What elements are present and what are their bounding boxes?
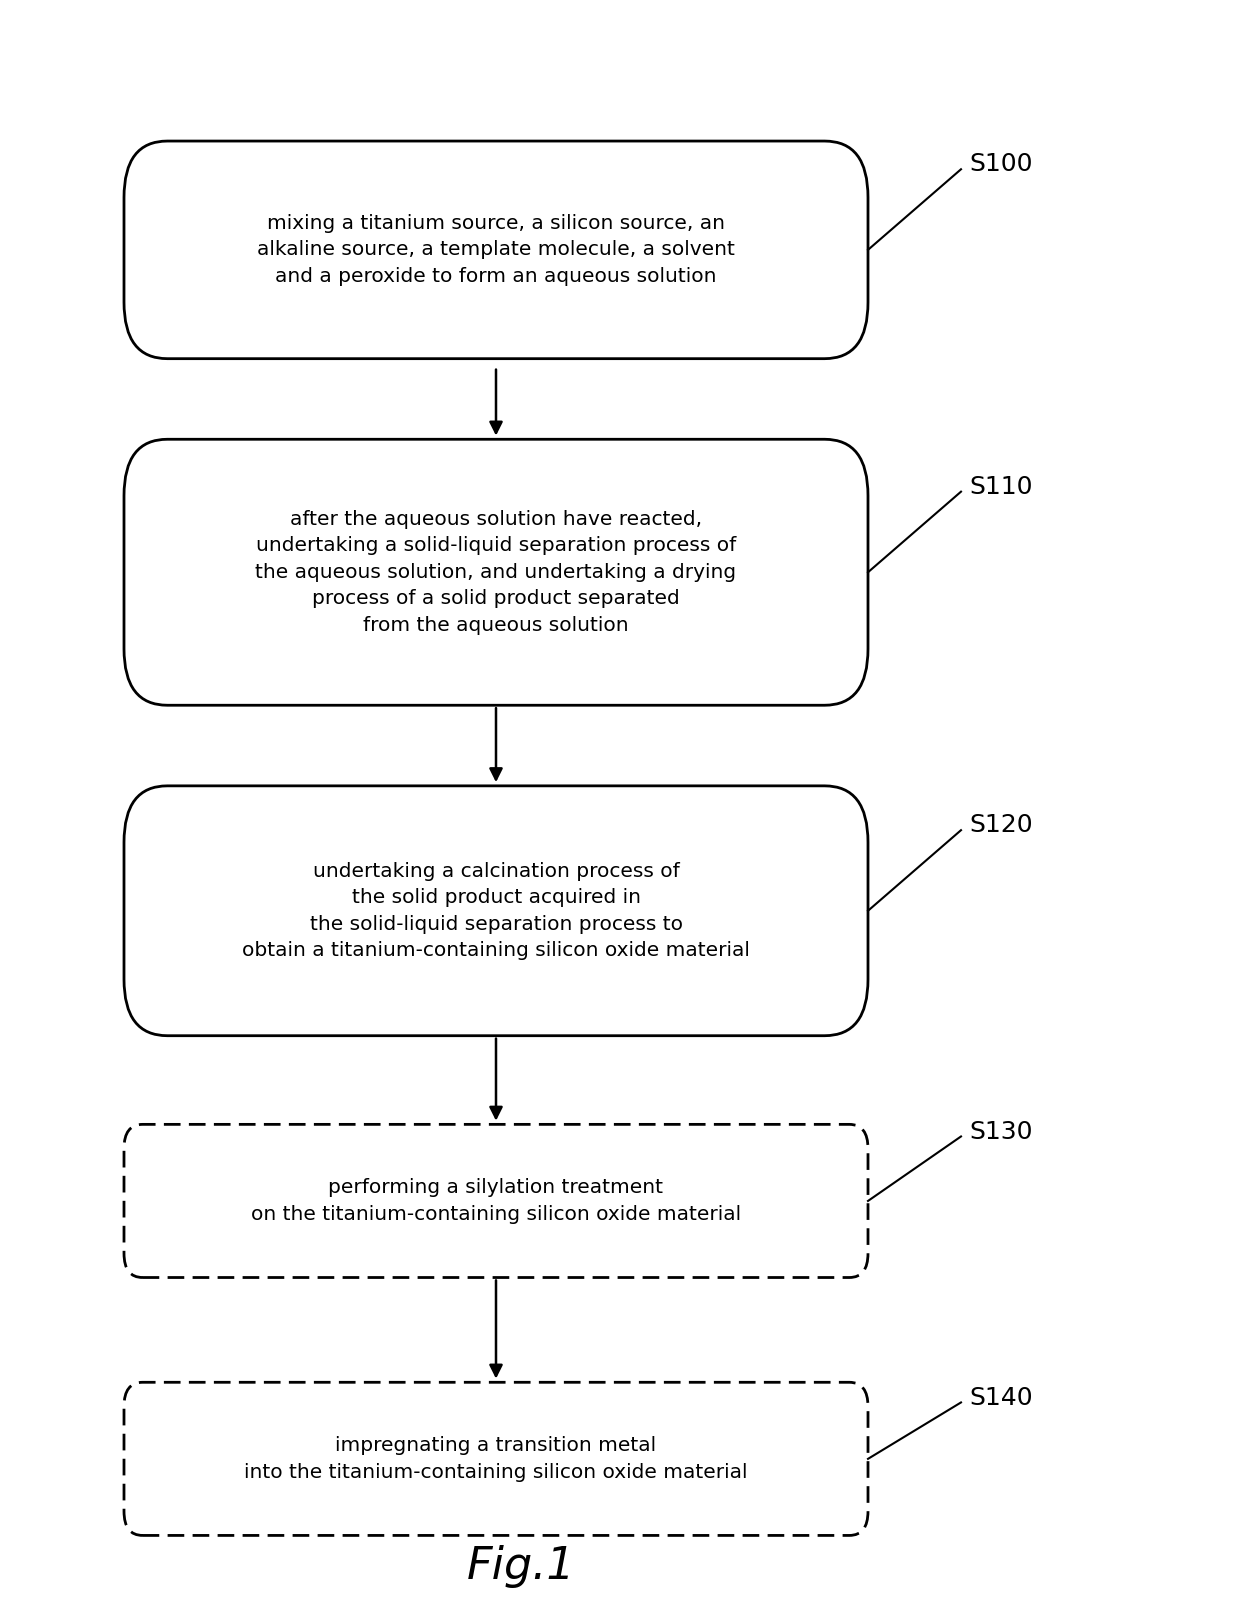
Text: impregnating a transition metal
into the titanium-containing silicon oxide mater: impregnating a transition metal into the…: [244, 1436, 748, 1481]
Text: S130: S130: [970, 1120, 1033, 1143]
Text: S100: S100: [970, 153, 1033, 176]
FancyBboxPatch shape: [124, 142, 868, 359]
FancyBboxPatch shape: [124, 438, 868, 706]
Text: undertaking a calcination process of
the solid product acquired in
the solid-liq: undertaking a calcination process of the…: [242, 861, 750, 961]
Text: S110: S110: [970, 476, 1033, 498]
FancyBboxPatch shape: [124, 1125, 868, 1277]
Text: S120: S120: [970, 814, 1033, 837]
FancyBboxPatch shape: [124, 1381, 868, 1535]
Text: performing a silylation treatment
on the titanium-containing silicon oxide mater: performing a silylation treatment on the…: [250, 1178, 742, 1224]
Text: mixing a titanium source, a silicon source, an
alkaline source, a template molec: mixing a titanium source, a silicon sour…: [257, 214, 735, 285]
Text: after the aqueous solution have reacted,
undertaking a solid-liquid separation p: after the aqueous solution have reacted,…: [255, 509, 737, 635]
FancyBboxPatch shape: [124, 787, 868, 1037]
Text: S140: S140: [970, 1386, 1033, 1409]
Text: Fig.1: Fig.1: [466, 1546, 575, 1588]
